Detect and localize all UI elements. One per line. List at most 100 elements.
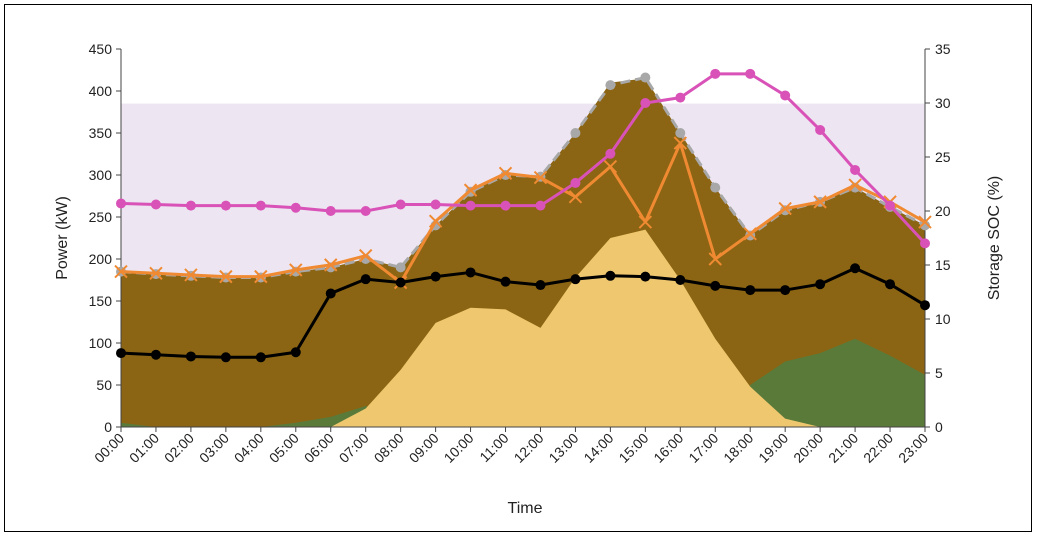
series-3-point — [430, 271, 441, 282]
x-tick-label: 11:00 — [476, 430, 512, 466]
x-tick-label: 02:00 — [161, 430, 197, 466]
series-3-point — [745, 285, 756, 296]
y2-tick-label: 30 — [935, 95, 951, 111]
series-3-point — [605, 270, 616, 281]
area-2 — [121, 229, 925, 427]
area-0 — [121, 78, 925, 428]
series-1-marker — [848, 178, 862, 192]
series-1-marker — [778, 201, 792, 216]
y-tick-label: 150 — [89, 293, 113, 309]
y2-tick-label: 10 — [935, 311, 951, 327]
series-2-point — [150, 199, 161, 210]
x-tick-label: 20:00 — [790, 430, 826, 466]
series-2-point — [430, 199, 441, 210]
series-3-point — [500, 276, 511, 287]
series-2-point — [465, 200, 476, 211]
series-2-point — [116, 198, 126, 209]
series-3-point — [710, 280, 721, 291]
series-2-point — [570, 177, 581, 188]
series-line-3 — [120, 266, 926, 359]
series-1-marker — [324, 258, 338, 272]
x-tick-label: 04:00 — [231, 430, 267, 466]
series-0-point — [640, 72, 651, 83]
series-1-marker — [219, 269, 233, 284]
series-2-point — [535, 200, 546, 211]
y-tick-label: 350 — [89, 125, 113, 141]
y-tick-label: 0 — [104, 419, 112, 435]
series-2-point — [220, 200, 231, 211]
y2-tick-label: 25 — [935, 149, 951, 165]
series-1-marker — [428, 214, 443, 228]
x-tick-label: 05:00 — [266, 430, 302, 466]
series-3-point — [360, 274, 371, 285]
series-2-point — [605, 148, 616, 159]
series-3-point — [920, 300, 930, 311]
y-tick-label: 250 — [89, 209, 113, 225]
series-2-point — [815, 125, 826, 135]
series-2-point — [920, 238, 930, 249]
series-1-marker — [149, 266, 163, 280]
series-0-point — [710, 182, 721, 193]
series-3-point — [675, 275, 686, 285]
y-tick-label: 200 — [89, 251, 113, 267]
series-1-marker — [638, 215, 653, 229]
y2-tick-label: 20 — [935, 203, 951, 219]
x-tick-label: 08:00 — [371, 430, 407, 466]
x-tick-label: 14:00 — [580, 430, 616, 466]
y-axis-title: Power (kW) — [54, 196, 71, 280]
series-2-point — [185, 200, 196, 211]
series-3-point — [815, 279, 826, 290]
series-2-point — [885, 200, 896, 211]
x-axis-title: Time — [508, 500, 543, 517]
x-tick-label: 10:00 — [441, 430, 477, 466]
series-3-point — [290, 347, 301, 358]
series-1-marker — [603, 159, 618, 174]
series-1-marker — [114, 264, 128, 279]
series-2-point — [290, 202, 301, 213]
series-0-point — [570, 128, 581, 138]
series-1-marker — [289, 263, 303, 277]
series-2-point — [500, 200, 511, 211]
x-tick-label: 03:00 — [196, 430, 232, 466]
series-1-marker — [708, 252, 722, 266]
series-0-point — [395, 262, 406, 273]
x-tick-label: 23:00 — [895, 430, 931, 466]
series-1-marker — [254, 269, 268, 284]
series-0-point — [920, 220, 930, 231]
y-tick-label: 450 — [89, 41, 113, 57]
x-tick-label: 00:00 — [91, 430, 127, 466]
x-tick-label: 17:00 — [685, 430, 721, 466]
y-tick-label: 400 — [89, 83, 113, 99]
series-3-point — [325, 288, 336, 299]
x-tick-label: 18:00 — [720, 430, 756, 466]
x-tick-label: 13:00 — [545, 430, 581, 466]
series-3-point — [885, 279, 896, 290]
series-2-point — [255, 200, 266, 211]
series-3-point — [465, 267, 476, 278]
series-2-point — [395, 199, 406, 210]
series-1-marker — [568, 190, 583, 204]
x-tick-label: 07:00 — [336, 430, 372, 466]
series-1-marker — [813, 195, 827, 209]
series-3-point — [395, 277, 406, 288]
series-3-point — [850, 263, 861, 274]
area-1 — [121, 338, 925, 427]
series-1-marker — [498, 166, 513, 181]
series-1-marker — [358, 248, 373, 263]
series-3-point — [780, 285, 791, 296]
y-tick-label: 300 — [89, 167, 113, 183]
x-tick-label: 21:00 — [825, 430, 861, 466]
series-3-point — [255, 352, 266, 363]
series-1-marker — [673, 136, 688, 150]
series-2-point — [710, 68, 721, 79]
series-0-point — [675, 128, 686, 138]
x-tick-label: 09:00 — [406, 430, 442, 466]
y-tick-label: 50 — [96, 377, 112, 393]
series-2-point — [360, 206, 371, 216]
y2-tick-label: 35 — [935, 41, 951, 57]
series-1-marker — [533, 170, 548, 185]
series-3-point — [570, 274, 581, 285]
x-tick-label: 06:00 — [301, 430, 337, 466]
series-3-point — [640, 271, 651, 282]
chart-frame: 0 50 100 150 200 250 300 350 400 450 0 5 10 15 20 25 30 3… — [4, 4, 1032, 532]
